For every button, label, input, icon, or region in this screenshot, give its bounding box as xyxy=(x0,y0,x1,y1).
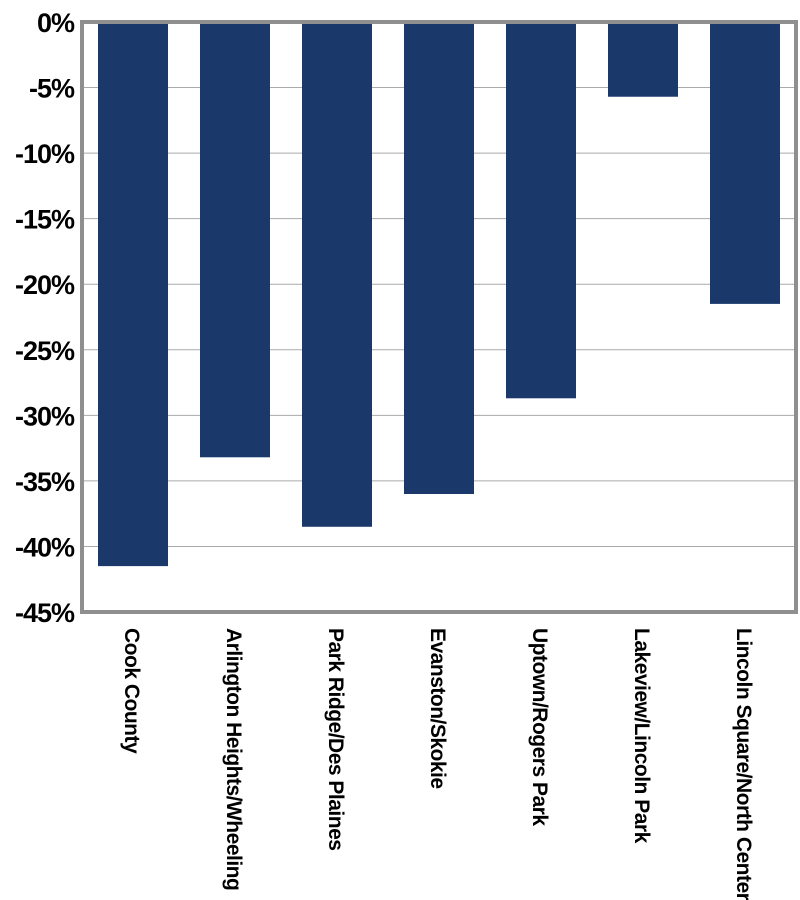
y-tick-label: -35% xyxy=(15,467,75,497)
y-tick-label: -30% xyxy=(15,401,75,431)
y-tick-label: -5% xyxy=(29,74,75,104)
bar xyxy=(302,24,372,527)
x-axis-categories: Cook County Arlington Heights/Wheeling Par… xyxy=(120,628,755,900)
x-category-label: Cook County xyxy=(120,628,143,754)
bar xyxy=(710,24,780,304)
y-tick-label: -45% xyxy=(15,598,75,628)
x-category-label: Arlington Heights/Wheeling xyxy=(222,628,245,890)
bar xyxy=(200,24,270,458)
bar xyxy=(98,24,168,567)
bar xyxy=(608,24,678,97)
y-tick-label: -20% xyxy=(15,270,75,300)
y-tick-label: -10% xyxy=(15,139,75,169)
x-category-label: Lincoln Square/North Center xyxy=(732,628,755,900)
bars xyxy=(98,24,780,567)
x-category-label: Park Ridge/Des Plaines xyxy=(324,628,347,850)
x-category-label: Evanston/Skokie xyxy=(426,628,449,789)
bar xyxy=(506,24,576,399)
y-axis-ticks: 0% -5% -10% -15% -20% -25% -30% -35% -40% -45% xyxy=(15,8,76,628)
y-tick-label: -15% xyxy=(15,205,75,235)
y-tick-label: -25% xyxy=(15,336,75,366)
y-tick-label: 0% xyxy=(37,8,75,38)
x-category-label: Uptown/Rogers Park xyxy=(528,628,551,826)
bar xyxy=(404,24,474,494)
y-tick-label: -40% xyxy=(15,532,75,562)
x-category-label: Lakeview/Lincoln Park xyxy=(630,628,653,844)
plot-frame xyxy=(80,20,798,614)
